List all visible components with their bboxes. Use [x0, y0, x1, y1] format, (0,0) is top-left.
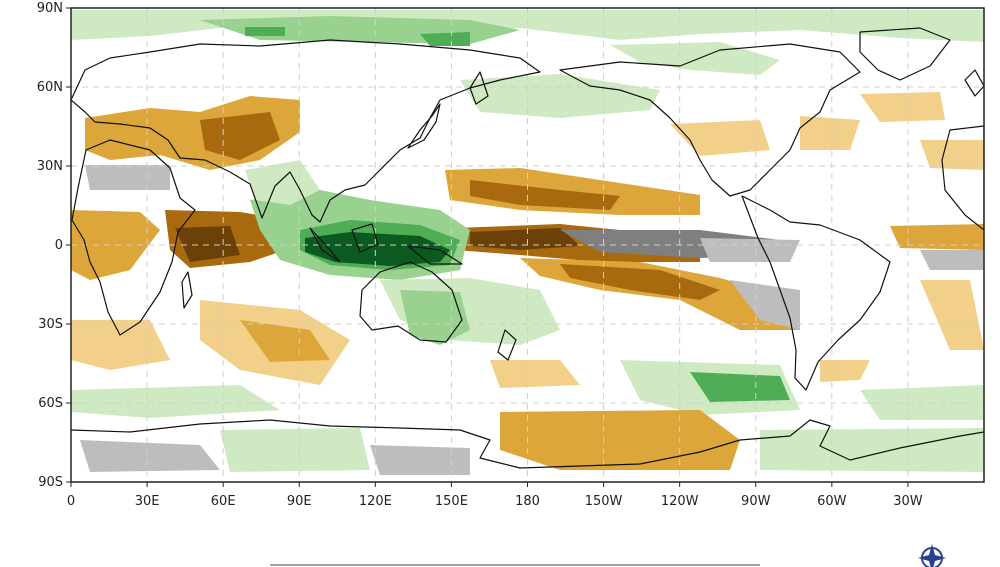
coast-nz — [497, 329, 517, 361]
patch-canada-green — [610, 42, 780, 75]
coast-eurasia — [71, 39, 541, 223]
lon-tick-label: 120E — [359, 494, 392, 509]
coastlines — [71, 27, 984, 469]
patch-ant-green-2 — [220, 428, 370, 472]
lat-tick-label: 0 — [55, 238, 63, 253]
patch-atl-s-orange — [920, 280, 984, 350]
patch-npacific-orange — [670, 120, 770, 156]
coast-borneo — [351, 223, 379, 253]
patch-atl-orange-2 — [920, 140, 984, 170]
patch-ant-gray-2 — [370, 445, 470, 475]
patch-pacific-green-n — [460, 74, 660, 118]
lat-tick-label: 90S — [38, 475, 63, 490]
lon-tick-label: 90E — [287, 494, 312, 509]
coast-australia — [359, 261, 463, 343]
lon-tick-label: 150W — [585, 494, 623, 509]
patch-so-orange-2 — [71, 320, 170, 370]
patch-ant-green — [760, 428, 984, 472]
logo-emblem — [918, 544, 946, 567]
patch-sp-brown — [560, 264, 720, 300]
patch-atl-eq-gray — [920, 250, 984, 270]
patch-cp-brown-n — [470, 180, 620, 210]
coast-antarctica — [71, 419, 984, 469]
lon-tick-label: 150E — [435, 494, 468, 509]
coast-kamchatka — [469, 71, 489, 105]
lon-tick-label: 30E — [135, 494, 160, 509]
coast-japan — [407, 103, 441, 149]
lat-tick-label: 60S — [38, 396, 63, 411]
patch-siberia-darkgreen — [245, 27, 285, 36]
patch-mideast-gray — [85, 165, 170, 190]
patch-so-orange-3 — [490, 360, 580, 388]
coast-northamerica — [559, 43, 861, 197]
patch-so-green-1b — [690, 372, 790, 402]
patch-atl-orange-n — [860, 92, 945, 122]
lon-tick-label: 120W — [661, 494, 699, 509]
patch-so-orange-4 — [820, 360, 870, 382]
patch-arctic-mg — [420, 32, 470, 46]
coast-southamerica — [741, 195, 891, 391]
patch-ant-gray — [80, 440, 220, 472]
patch-indian-darkbrown — [175, 226, 240, 262]
lon-tick-label: 30W — [893, 494, 923, 509]
coast-uk — [964, 69, 984, 97]
coast-newguinea — [407, 245, 463, 265]
patch-eq-darkbrown — [470, 228, 580, 250]
coast-greenland — [859, 27, 951, 81]
latitude-labels: 90N 60N 30N 0 30S 60S 90S — [37, 1, 71, 490]
anomaly-shading — [71, 10, 984, 475]
coast-madagascar — [181, 271, 193, 309]
patch-so-green-2 — [71, 385, 280, 418]
lat-tick-label: 30S — [38, 317, 63, 332]
patch-sa-gray — [730, 280, 800, 330]
lat-tick-label: 90N — [37, 1, 63, 16]
lat-tick-label: 60N — [37, 80, 63, 95]
patch-so-orange-1b — [240, 320, 330, 362]
coast-sumatra — [309, 227, 341, 263]
lon-tick-label: 90W — [741, 494, 771, 509]
lon-tick-label: 0 — [67, 494, 75, 509]
patch-eurasia-brown — [200, 112, 280, 160]
patch-aus-green — [400, 290, 470, 345]
patch-ant-orange — [500, 410, 740, 470]
patch-ep-gray-light — [700, 238, 800, 262]
patch-mc-darkgreen — [305, 232, 450, 266]
graticule — [71, 8, 984, 482]
lon-tick-label: 60E — [211, 494, 236, 509]
lon-tick-label: 60W — [817, 494, 847, 509]
coast-iberia-africa-e — [941, 125, 984, 231]
longitude-labels: 0 30E 60E 90E 120E 150E 180 150W 120W 90W 60W 30W — [67, 482, 923, 509]
patch-useast-orange — [800, 116, 860, 150]
lon-tick-label: 180 — [515, 494, 540, 509]
lat-tick-label: 30N — [37, 159, 63, 174]
patch-atl-eq-orange — [890, 224, 984, 250]
coast-africa — [71, 139, 196, 336]
